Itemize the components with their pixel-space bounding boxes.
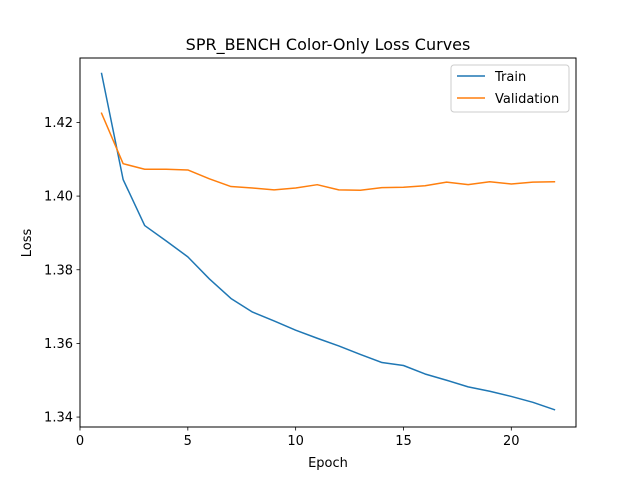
y-tick-label: 1.34 xyxy=(44,411,73,426)
x-axis: 0 5 10 15 20 xyxy=(76,427,520,449)
y-axis: 1.34 1.36 1.38 1.40 1.42 xyxy=(44,116,80,426)
series-line-validation xyxy=(100,112,556,191)
y-tick-label: 1.40 xyxy=(44,190,73,205)
axes-frame xyxy=(79,57,577,428)
x-tick-label: 0 xyxy=(76,434,84,449)
series-line-train xyxy=(100,72,556,411)
legend: Train Validation xyxy=(450,64,570,113)
y-tick-label: 1.38 xyxy=(44,263,73,278)
x-tick-label: 5 xyxy=(184,434,192,449)
x-tick-label: 10 xyxy=(287,434,304,449)
plot-area xyxy=(100,72,556,411)
y-axis-label: Loss xyxy=(20,229,35,258)
y-tick-label: 1.36 xyxy=(44,337,73,352)
x-tick-label: 20 xyxy=(503,434,520,449)
chart-title: SPR_BENCH Color-Only Loss Curves xyxy=(186,35,471,55)
x-axis-label: Epoch xyxy=(308,456,348,471)
x-tick-label: 15 xyxy=(395,434,412,449)
y-tick-label: 1.42 xyxy=(44,116,73,131)
legend-label-train: Train xyxy=(494,70,526,85)
legend-label-validation: Validation xyxy=(495,92,559,107)
